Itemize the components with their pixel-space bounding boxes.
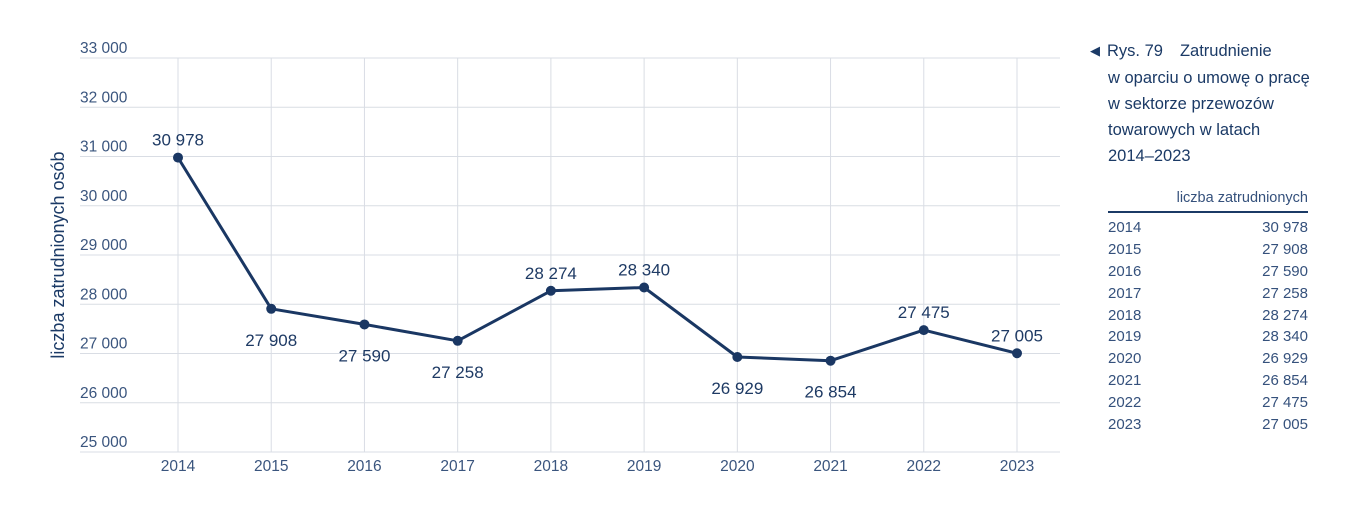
x-tick-label: 2023 [1000,458,1034,475]
caption-title-line: w oparciu o umowę o pracę [1108,69,1310,87]
caption-title-line: 2014–2023 [1108,147,1191,165]
data-point-label: 28 340 [618,261,670,280]
data-point-label: 28 274 [525,264,577,283]
data-point-label: 30 978 [152,131,204,150]
table-row: 2023 27 005 [1108,413,1308,435]
figure-data-table: liczba zatrudnionych 2014 30 978 2015 27 90… [1108,190,1308,435]
data-point [266,303,277,314]
table-cell-value: 27 005 [1262,415,1308,433]
data-point-label: 27 005 [991,326,1043,345]
employment-line-chart: 33 000 32 000 31 000 30 000 29 000 28 000 27 0… [48,40,1060,475]
y-tick-label: 30 000 [80,188,128,205]
table-row: 2022 27 475 [1108,391,1308,413]
caption-first-line: ◀ Rys. 79 Zatrudnienie [1090,38,1342,65]
data-point [452,335,463,346]
data-point-label: 27 590 [338,346,390,365]
table-cell-value: 26 854 [1262,371,1308,389]
table-cell-value: 27 908 [1262,241,1308,259]
table-cell-year: 2021 [1108,371,1142,389]
table-cell-year: 2014 [1108,219,1142,237]
table-cell-year: 2023 [1108,415,1142,433]
x-tick-label: 2016 [347,458,381,475]
table-cell-value: 26 929 [1262,350,1308,368]
table-row: 2014 30 978 [1108,217,1308,239]
data-point [173,152,183,163]
table-cell-year: 2016 [1108,262,1142,280]
caption-title-line: towarowych w latach [1108,121,1261,139]
figure-caption: ◀ Rys. 79 Zatrudnienie w oparciu o umowę… [1090,38,1342,169]
x-tick-label: 2015 [254,458,288,475]
y-tick-label: 32 000 [80,89,128,106]
caption-title-line: w sektorze przewozów [1108,95,1274,113]
x-tick-label: 2020 [720,458,755,475]
data-point-label: 27 258 [432,363,484,382]
table-row: 2016 27 590 [1108,261,1308,283]
table-row: 2018 28 274 [1108,304,1308,326]
table-row: 2017 27 258 [1108,282,1308,304]
data-point [918,325,929,336]
table-cell-year: 2022 [1108,393,1142,411]
y-tick-label: 28 000 [80,286,128,303]
data-point [639,282,650,293]
table-cell-value: 27 475 [1262,393,1308,411]
table-cell-year: 2019 [1108,328,1142,346]
table-cell-year: 2015 [1108,241,1142,259]
figure-number: Rys. 79 [1107,42,1163,60]
table-cell-value: 27 590 [1262,262,1308,280]
table-cell-value: 27 258 [1262,284,1308,302]
table-cell-year: 2020 [1108,350,1142,368]
table-cell-value: 28 340 [1262,328,1308,346]
table-row: 2019 28 340 [1108,326,1308,348]
table-cell-year: 2018 [1108,306,1142,324]
data-point [732,351,743,362]
x-tick-label: 2018 [534,458,568,475]
x-tick-label: 2021 [813,458,847,475]
table-body: 2014 30 978 2015 27 908 2016 27 590 2017 27 258… [1108,213,1308,435]
table-cell-year: 2017 [1108,284,1142,302]
data-point-label: 27 908 [245,331,297,350]
y-tick-label: 26 000 [80,385,128,402]
data-point-label: 26 854 [805,383,857,402]
x-tick-label: 2014 [161,458,196,475]
x-tick-label: 2019 [627,458,661,475]
series-line [176,156,1019,363]
data-point-label: 26 929 [711,379,763,398]
table-row: 2015 27 908 [1108,239,1308,261]
y-tick-label: 33 000 [80,40,128,57]
left-triangle-marker-icon: ◀ [1090,43,1100,58]
x-tick-label: 2022 [907,458,941,475]
caption-title-line: Zatrudnienie [1179,42,1272,60]
table-cell-value: 30 978 [1262,219,1308,237]
x-tick-label: 2017 [440,458,474,475]
y-tick-label: 31 000 [80,139,128,156]
data-point [359,319,370,330]
y-tick-label: 25 000 [80,434,128,451]
table-header: liczba zatrudnionych [1108,190,1308,213]
y-tick-label: 27 000 [80,336,128,353]
caption-continuation-lines: w oparciu o umowę o pracę w sektorze prze… [1108,65,1342,169]
y-tick-label: 29 000 [80,237,128,254]
table-cell-value: 28 274 [1262,306,1308,324]
figure-side-panel: ◀ Rys. 79 Zatrudnienie w oparciu o umowę… [1090,38,1342,435]
table-row: 2020 26 929 [1108,348,1308,370]
data-point [545,285,556,296]
data-point-label: 27 475 [898,303,950,322]
table-row: 2021 26 854 [1108,370,1308,392]
y-axis-title: liczba zatrudnionych osób [48,151,68,358]
data-point [825,355,836,366]
data-point [1012,348,1022,359]
